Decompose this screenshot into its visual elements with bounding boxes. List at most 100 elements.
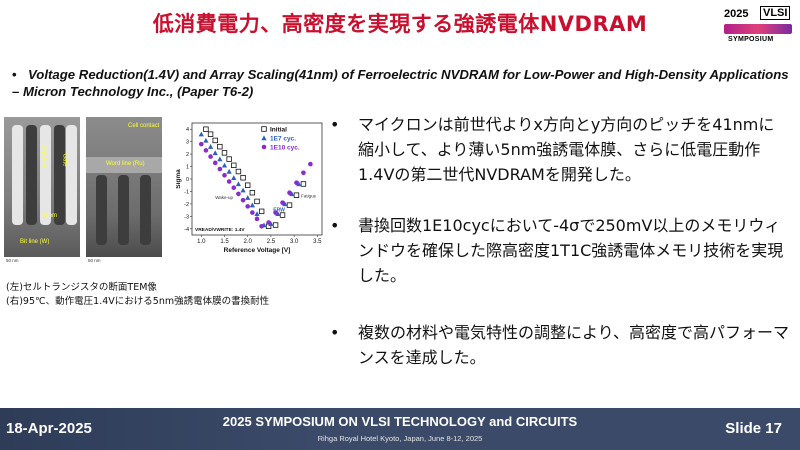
tem-label-digit-line: Digit line [40, 144, 47, 168]
tem-pillar [66, 125, 77, 225]
data-point-1e10 [240, 197, 246, 203]
caption-line-2: (右)95℃、動作電圧1.4Vにおける5nm強誘電体膜の書換耐性 [6, 296, 270, 307]
legend-label: 1E10 cyc. [270, 144, 300, 151]
headline-text: Voltage Reduction(1.4V) and Array Scalin… [12, 67, 789, 99]
y-tick-label: 1 [186, 165, 189, 171]
logo-symposium: SYMPOSIUM [728, 36, 774, 43]
data-point-1e10 [250, 210, 255, 215]
data-point-initial [245, 182, 251, 188]
tem-scale-left: 50 nm [6, 258, 19, 263]
data-point-1e7 [207, 144, 214, 149]
data-point-1e10 [301, 170, 306, 176]
data-point-initial [286, 202, 293, 208]
bullet-item: • 複数の材料や電気特性の調整により、高密度で高パフォーマンスを達成した。 [330, 320, 790, 370]
footer-bar: 18-Apr-2025 2025 SYMPOSIUM ON VLSI TECHN… [0, 408, 800, 450]
caption-line-1: (左)セルトランジスタの断面TEM像 [6, 282, 157, 293]
data-point-1e10 [280, 200, 285, 205]
data-point-initial [293, 192, 300, 198]
tem-label-dimension: 41nm [42, 213, 58, 219]
data-point-1e7 [231, 175, 237, 180]
data-point-1e10 [208, 154, 213, 159]
data-point-initial [221, 150, 228, 156]
data-point-1e10 [212, 160, 218, 166]
data-point-initial [226, 156, 232, 162]
logo-year: 2025 [724, 8, 749, 20]
data-point-initial [279, 212, 286, 218]
tem-pillar [96, 175, 107, 245]
data-point-1e7 [245, 195, 251, 200]
data-point-1e7 [212, 150, 218, 156]
tem-pillar [12, 125, 23, 225]
legend-marker [261, 144, 267, 150]
footer-slide-number: Slide 17 [725, 420, 782, 437]
x-axis-label: Reference Voltage [V] [224, 247, 291, 254]
annotation-wake-up: Wake-up [215, 195, 233, 200]
annotation-erw: ERW [273, 207, 285, 213]
data-point-1e10 [203, 148, 209, 153]
tem-pillar [140, 175, 151, 245]
y-tick-label: 3 [186, 140, 189, 146]
annotation-vread: VREAD/VWRITE: 1.4V [195, 227, 245, 233]
legend-label: 1E7 cyc. [270, 135, 296, 142]
data-point-initial [272, 222, 279, 228]
sigma-chart: 1.0 1.5 2.0 2.5 3.0 3.5 4 3 2 1 0 -1 -2 -3 -4 Reference… [176, 122, 323, 254]
data-point-1e10 [236, 191, 241, 197]
annotation-fatigue: Fatigue [301, 194, 317, 199]
data-point-1e10 [273, 210, 278, 215]
x-tick-label: 1.0 [197, 239, 206, 245]
data-point-initial [207, 131, 214, 137]
tem-wordline-band [86, 157, 162, 173]
data-point-1e10 [266, 220, 271, 225]
data-point-initial [240, 175, 246, 181]
bullet-item: • 書換回数1E10cycにおいて-4σで250mV以上のメモリウィンドウを確保… [330, 213, 790, 288]
tem-pillar [54, 125, 65, 225]
x-tick-label: 2.5 [267, 239, 276, 245]
tem-scale-right: 50 nm [88, 258, 101, 263]
y-tick-label: 0 [186, 177, 189, 183]
y-tick-label: 2 [186, 152, 189, 158]
tem-pillar [118, 175, 129, 245]
footer-conference: 2025 SYMPOSIUM ON VLSI TECHNOLOGY and CI… [222, 414, 578, 429]
data-point-initial [300, 181, 307, 187]
y-tick-label: -3 [184, 214, 189, 220]
x-tick-label: 3.0 [290, 239, 299, 245]
data-point-1e7 [203, 137, 209, 143]
data-point-1e10 [254, 216, 260, 222]
data-point-1e10 [259, 223, 264, 229]
footer-venue: Rihga Royal Hotel Kyoto, Japan, June 8-1… [317, 434, 483, 443]
y-tick-label: -2 [184, 202, 189, 208]
data-point-1e7 [268, 221, 274, 226]
x-tick-label: 1.5 [220, 239, 229, 245]
data-point-1e7 [240, 187, 246, 193]
data-point-1e10 [198, 141, 204, 147]
data-point-1e10 [222, 172, 227, 178]
data-point-initial [258, 208, 265, 215]
y-axis-label: Sigma [176, 169, 182, 189]
vlsi-logo: 2025 VLSI SYMPOSIUM [722, 4, 794, 48]
data-point-initial [231, 162, 237, 169]
footer-date: 18-Apr-2025 [6, 420, 92, 437]
tem-pillar [26, 125, 37, 225]
tem-label-word-line: Word line (Ru) [106, 161, 145, 167]
x-tick-label: 2.0 [244, 239, 253, 245]
data-point-initial [217, 143, 223, 150]
data-point-1e10 [217, 166, 223, 172]
bullet-text: 複数の材料や電気特性の調整により、高密度で高パフォーマンスを達成した。 [358, 323, 790, 367]
data-point-initial [235, 168, 242, 175]
data-point-initial [212, 137, 218, 144]
data-point-1e7 [221, 162, 228, 168]
y-tick-label: -4 [184, 227, 189, 233]
tem-label-gate: Gate [61, 153, 68, 167]
x-tick-label: 3.5 [313, 239, 322, 245]
y-tick-label: 4 [186, 127, 189, 133]
tem-label-cell-contact: Cell contact [128, 123, 160, 129]
bullet-marker: • [330, 323, 340, 342]
tem-image-transistor: Digit line Gate 41nm Bit line (W) [4, 117, 80, 257]
data-point-1e7 [275, 211, 281, 217]
tem-label-bit-line: Bit line (W) [20, 239, 50, 245]
data-point-1e10 [287, 190, 292, 195]
data-point-initial [203, 126, 209, 132]
logo-swoosh [724, 24, 792, 34]
data-point-1e7 [249, 202, 255, 208]
data-point-1e10 [294, 180, 299, 186]
